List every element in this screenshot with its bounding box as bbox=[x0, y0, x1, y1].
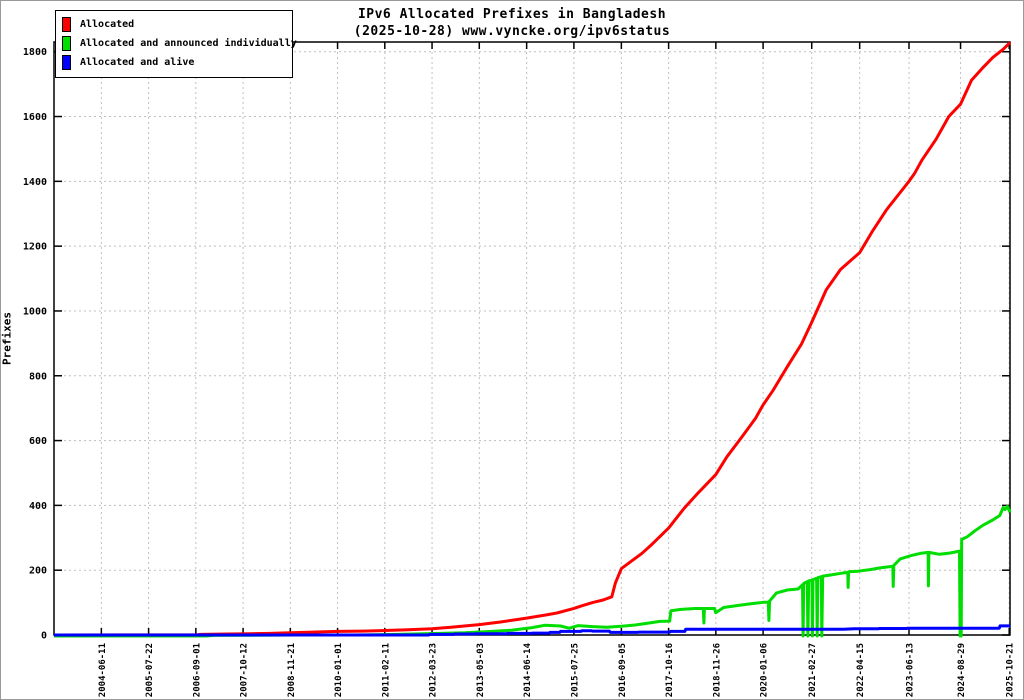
y-tick-label: 1400 bbox=[23, 177, 47, 188]
x-tick-label: 2004-06-11 bbox=[98, 643, 108, 697]
y-tick-label: 800 bbox=[29, 371, 47, 382]
x-tick-label: 2021-02-27 bbox=[808, 643, 818, 697]
legend-item-label: Allocated and announced individually bbox=[80, 38, 297, 49]
x-tick-label: 2016-09-05 bbox=[618, 643, 628, 697]
x-tick-label: 2006-09-01 bbox=[192, 643, 202, 697]
x-tick-label: 2010-01-01 bbox=[334, 643, 344, 697]
chart-title-line1: IPv6 Allocated Prefixes in Bangladesh bbox=[357, 7, 667, 22]
y-tick-label: 0 bbox=[41, 631, 47, 642]
legend-item-allocated: Allocated bbox=[62, 15, 286, 34]
legend-item-announced: Allocated and announced individually bbox=[62, 34, 297, 53]
y-tick-label: 600 bbox=[29, 436, 47, 447]
legend-item-label: Allocated bbox=[80, 19, 135, 30]
x-tick-label: 2020-01-06 bbox=[760, 643, 770, 697]
legend: Allocated Allocated and announced indivi… bbox=[55, 10, 297, 78]
legend-item-alive: Allocated and alive bbox=[62, 53, 286, 72]
y-tick-label: 1200 bbox=[23, 242, 47, 253]
y-tick-label: 1600 bbox=[23, 112, 47, 123]
x-tick-label: 2017-10-16 bbox=[665, 643, 675, 697]
series-line-allocated bbox=[53, 41, 1012, 637]
x-tick-label: 2023-06-13 bbox=[906, 643, 916, 697]
x-tick-label: 2013-05-03 bbox=[476, 643, 486, 697]
y-axis-title: Prefixes bbox=[0, 312, 14, 365]
x-tick-label: 2008-11-21 bbox=[287, 643, 297, 697]
legend-swatch-allocated bbox=[62, 17, 71, 32]
x-tick-label: 2011-02-11 bbox=[381, 643, 391, 697]
legend-swatch-announced bbox=[62, 36, 71, 51]
chart-title: IPv6 Allocated Prefixes in Bangladesh (2… bbox=[0, 6, 1024, 40]
x-tick-label: 2025-10-21 bbox=[1006, 643, 1016, 697]
series-line-allocated-and-alive bbox=[54, 624, 1011, 637]
series-line-allocated-and-announced-individually bbox=[54, 504, 1012, 638]
x-tick-label: 2005-07-22 bbox=[145, 643, 155, 697]
legend-item-label: Allocated and alive bbox=[80, 57, 195, 68]
y-tick-label: 200 bbox=[29, 566, 47, 577]
x-tick-label: 2014-06-14 bbox=[523, 642, 533, 697]
y-tick-label: 400 bbox=[29, 501, 47, 512]
x-tick-label: 2015-07-25 bbox=[570, 643, 580, 697]
y-tick-label: 1000 bbox=[23, 306, 47, 317]
x-tick-label: 2012-03-23 bbox=[429, 643, 439, 697]
plot-border bbox=[53, 41, 1011, 636]
x-tick-label: 2018-11-26 bbox=[712, 643, 722, 697]
legend-swatch-alive bbox=[62, 55, 71, 70]
chart-title-line2: (2025-10-28) www.vyncke.org/ipv6status bbox=[353, 24, 671, 39]
x-tick-label: 2024-08-29 bbox=[957, 643, 967, 697]
x-tick-label: 2022-04-15 bbox=[856, 643, 866, 697]
y-tick-label: 1800 bbox=[23, 47, 47, 58]
x-tick-label: 2007-10-12 bbox=[240, 643, 250, 697]
